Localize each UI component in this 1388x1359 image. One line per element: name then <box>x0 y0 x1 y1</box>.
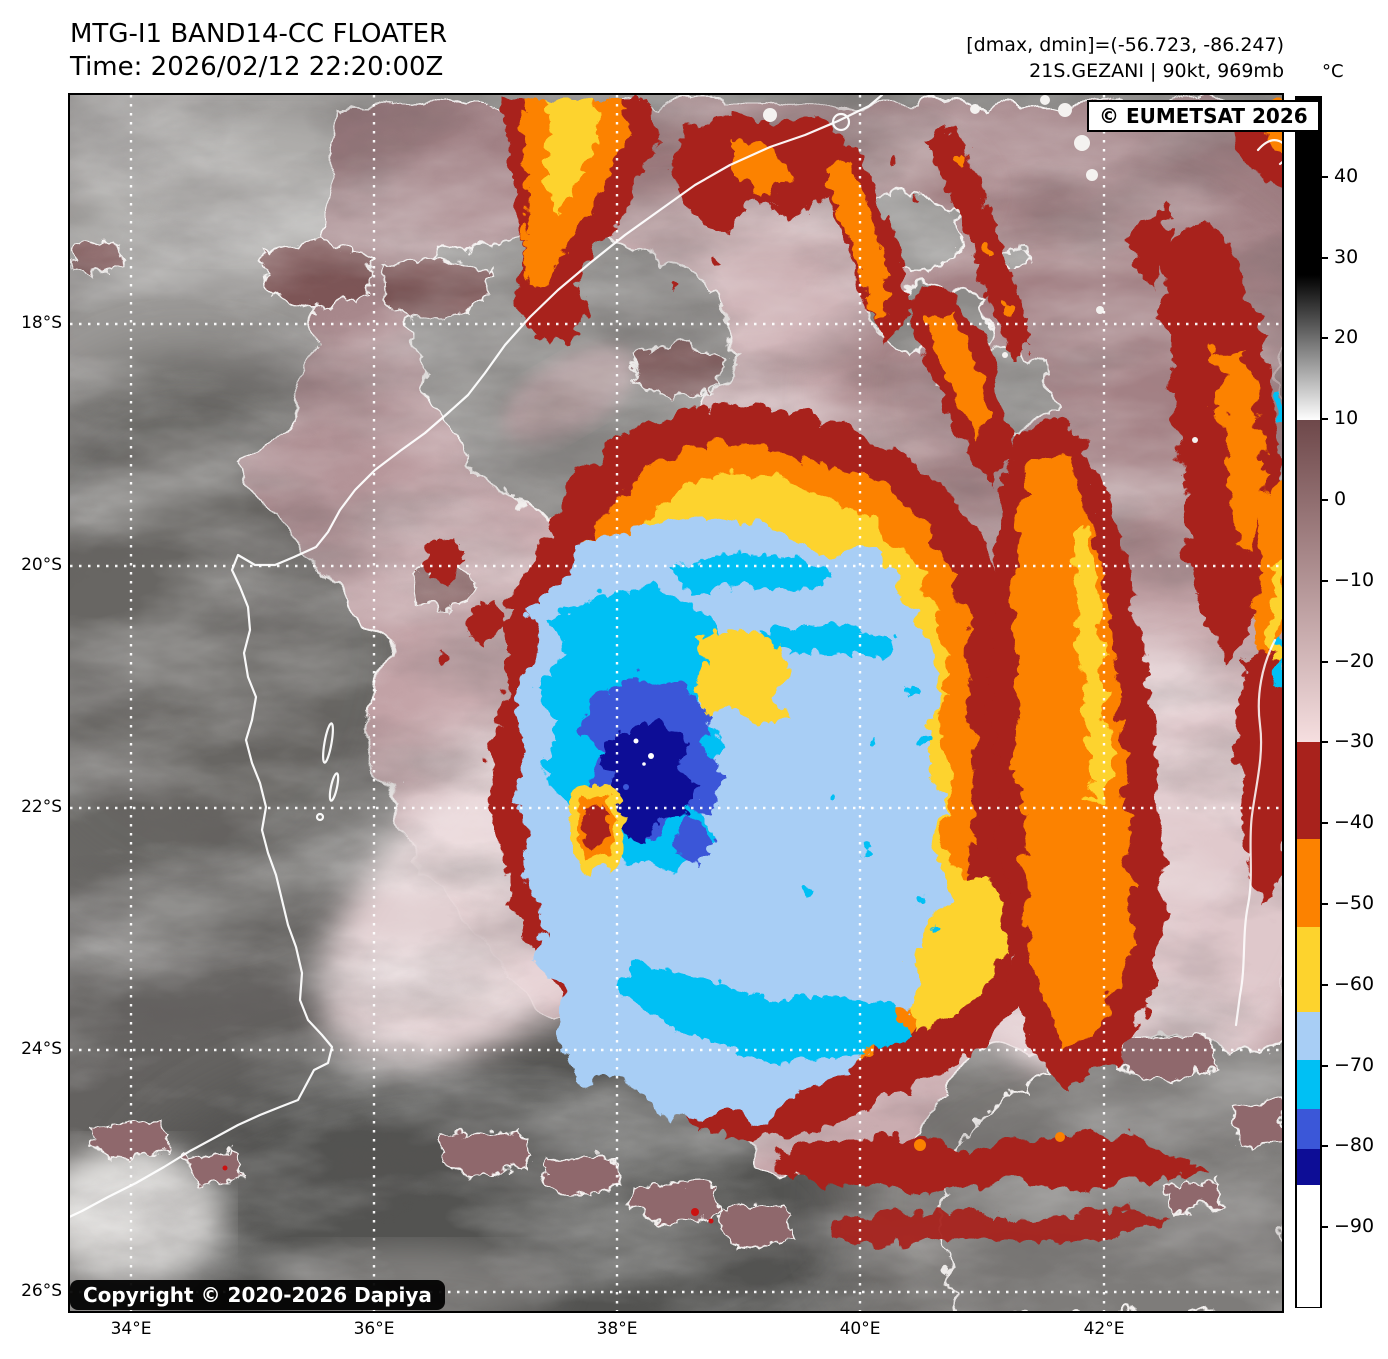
south-maroon-streaks <box>87 1030 1282 1246</box>
colorbar-tick <box>1322 337 1328 340</box>
colorbar-segment <box>1297 927 1320 1013</box>
hot-spot-dot <box>691 1208 699 1216</box>
bazaruto-island <box>328 772 340 802</box>
colorbar-tick-label: −20 <box>1334 649 1375 672</box>
satellite-map <box>70 95 1282 1311</box>
colorbar-segment <box>1297 1148 1320 1186</box>
copyright-badge: Copyright © 2020-2026 Dapiya <box>70 1280 445 1310</box>
colorbar-segment <box>1297 275 1320 421</box>
colorbar-segment <box>1297 742 1320 840</box>
colorbar-tick-label: −30 <box>1334 730 1375 753</box>
hot-spot-dot <box>708 1218 714 1224</box>
north-streaks <box>495 95 1028 357</box>
eye-white-specks <box>633 738 654 766</box>
lat-tick-label: 20°S <box>21 555 62 575</box>
colorbar-segment <box>1297 1060 1320 1110</box>
coastline-mozambique <box>70 95 884 1218</box>
orange-dot <box>914 1139 926 1151</box>
colorbar-tick-label: 30 <box>1334 245 1359 268</box>
colorbar-tick-label: 20 <box>1334 326 1359 349</box>
grid-lines <box>70 95 1282 1311</box>
colorbar-segment <box>1297 1185 1320 1307</box>
cyclone-cold-cloud-shield <box>422 395 1026 1137</box>
nw-red-fragments <box>422 531 502 661</box>
lat-tick-label: 22°S <box>21 797 62 817</box>
coastline-madagascar <box>1234 638 1277 1027</box>
lon-tick-label: 34°E <box>110 1319 152 1339</box>
coastal-lagoon <box>831 112 851 132</box>
colorbar-segment <box>1297 1108 1320 1150</box>
colorbar-tick <box>1322 175 1328 178</box>
orange-dot <box>1055 1132 1065 1142</box>
colorbar-tick <box>1322 579 1328 582</box>
colorbar-tick <box>1322 1226 1328 1229</box>
hot-spot-dot <box>222 1165 228 1171</box>
storm-info-block: [dmax, dmin]=(-56.723, -86.247) 21S.GEZA… <box>880 32 1284 84</box>
colorbar-tick-label: 10 <box>1334 407 1359 430</box>
colorbar-segment <box>1297 838 1320 929</box>
lat-tick-label: 26°S <box>21 1281 62 1301</box>
colorbar-tick <box>1322 660 1328 663</box>
colorbar-tick <box>1322 983 1328 986</box>
lon-tick-label: 36°E <box>353 1319 395 1339</box>
colorbar-tick <box>1322 418 1328 421</box>
bazaruto-island <box>322 722 334 764</box>
time-subtitle: Time: 2026/02/12 22:20:00Z <box>70 52 444 82</box>
lon-tick-label: 38°E <box>596 1319 638 1339</box>
lat-tick-label: 24°S <box>21 1039 62 1059</box>
colorbar-tick <box>1322 1064 1328 1067</box>
inner-warm-slots <box>564 623 786 871</box>
title-block: MTG-I1 BAND14-CC FLOATER Time: 2026/02/1… <box>70 18 447 84</box>
colorbar-tick <box>1322 499 1328 501</box>
map-frame <box>68 93 1284 1313</box>
coastline-hook <box>1256 139 1282 166</box>
lat-tick-label: 18°S <box>21 313 62 333</box>
colorbar-tick-label: 40 <box>1334 164 1359 187</box>
storm-intensity-annotation: 21S.GEZANI | 90kt, 969mb <box>1029 60 1284 82</box>
dmax-dmin-annotation: [dmax, dmin]=(-56.723, -86.247) <box>966 34 1284 56</box>
colorbar-tick-label: −60 <box>1334 972 1375 995</box>
colorbar-tick-label: 0 <box>1334 488 1347 510</box>
navy-hole <box>623 784 629 790</box>
colorbar-tick <box>1322 903 1328 905</box>
colorbar-tick-label: −50 <box>1334 892 1375 914</box>
lon-tick-label: 42°E <box>1083 1319 1125 1339</box>
east-spiral-bands <box>900 95 1282 1081</box>
south-red-streaks <box>768 1125 1200 1240</box>
colorbar-tick-label: −70 <box>1334 1053 1375 1076</box>
colorbar-tick <box>1322 741 1328 744</box>
coastlines <box>70 95 1282 1218</box>
colorbar-tick-label: −80 <box>1334 1134 1375 1157</box>
colorbar-tick <box>1322 1145 1328 1148</box>
lon-tick-label: 40°E <box>839 1319 881 1339</box>
colorbar <box>1295 96 1322 1308</box>
page-title: MTG-I1 BAND14-CC FLOATER <box>70 19 448 49</box>
light-blue-dot <box>649 888 657 896</box>
colorbar-scale <box>1297 98 1320 1307</box>
colorbar-tick <box>1322 822 1328 825</box>
colorbar-tick-label: −10 <box>1334 568 1375 591</box>
small-island <box>315 812 325 822</box>
colorbar-tick-label: −40 <box>1334 811 1375 834</box>
colorbar-tick <box>1322 256 1328 259</box>
colorbar-segment <box>1297 1012 1320 1061</box>
colorbar-tick-label: −90 <box>1334 1215 1375 1238</box>
colorbar-segment <box>1297 420 1320 743</box>
white-cloud-specks <box>763 95 1198 443</box>
eumetsat-attribution-badge: © EUMETSAT 2026 <box>1087 100 1320 132</box>
colorbar-unit-label: °C <box>1322 61 1344 82</box>
colorbar-segment <box>1297 98 1320 276</box>
